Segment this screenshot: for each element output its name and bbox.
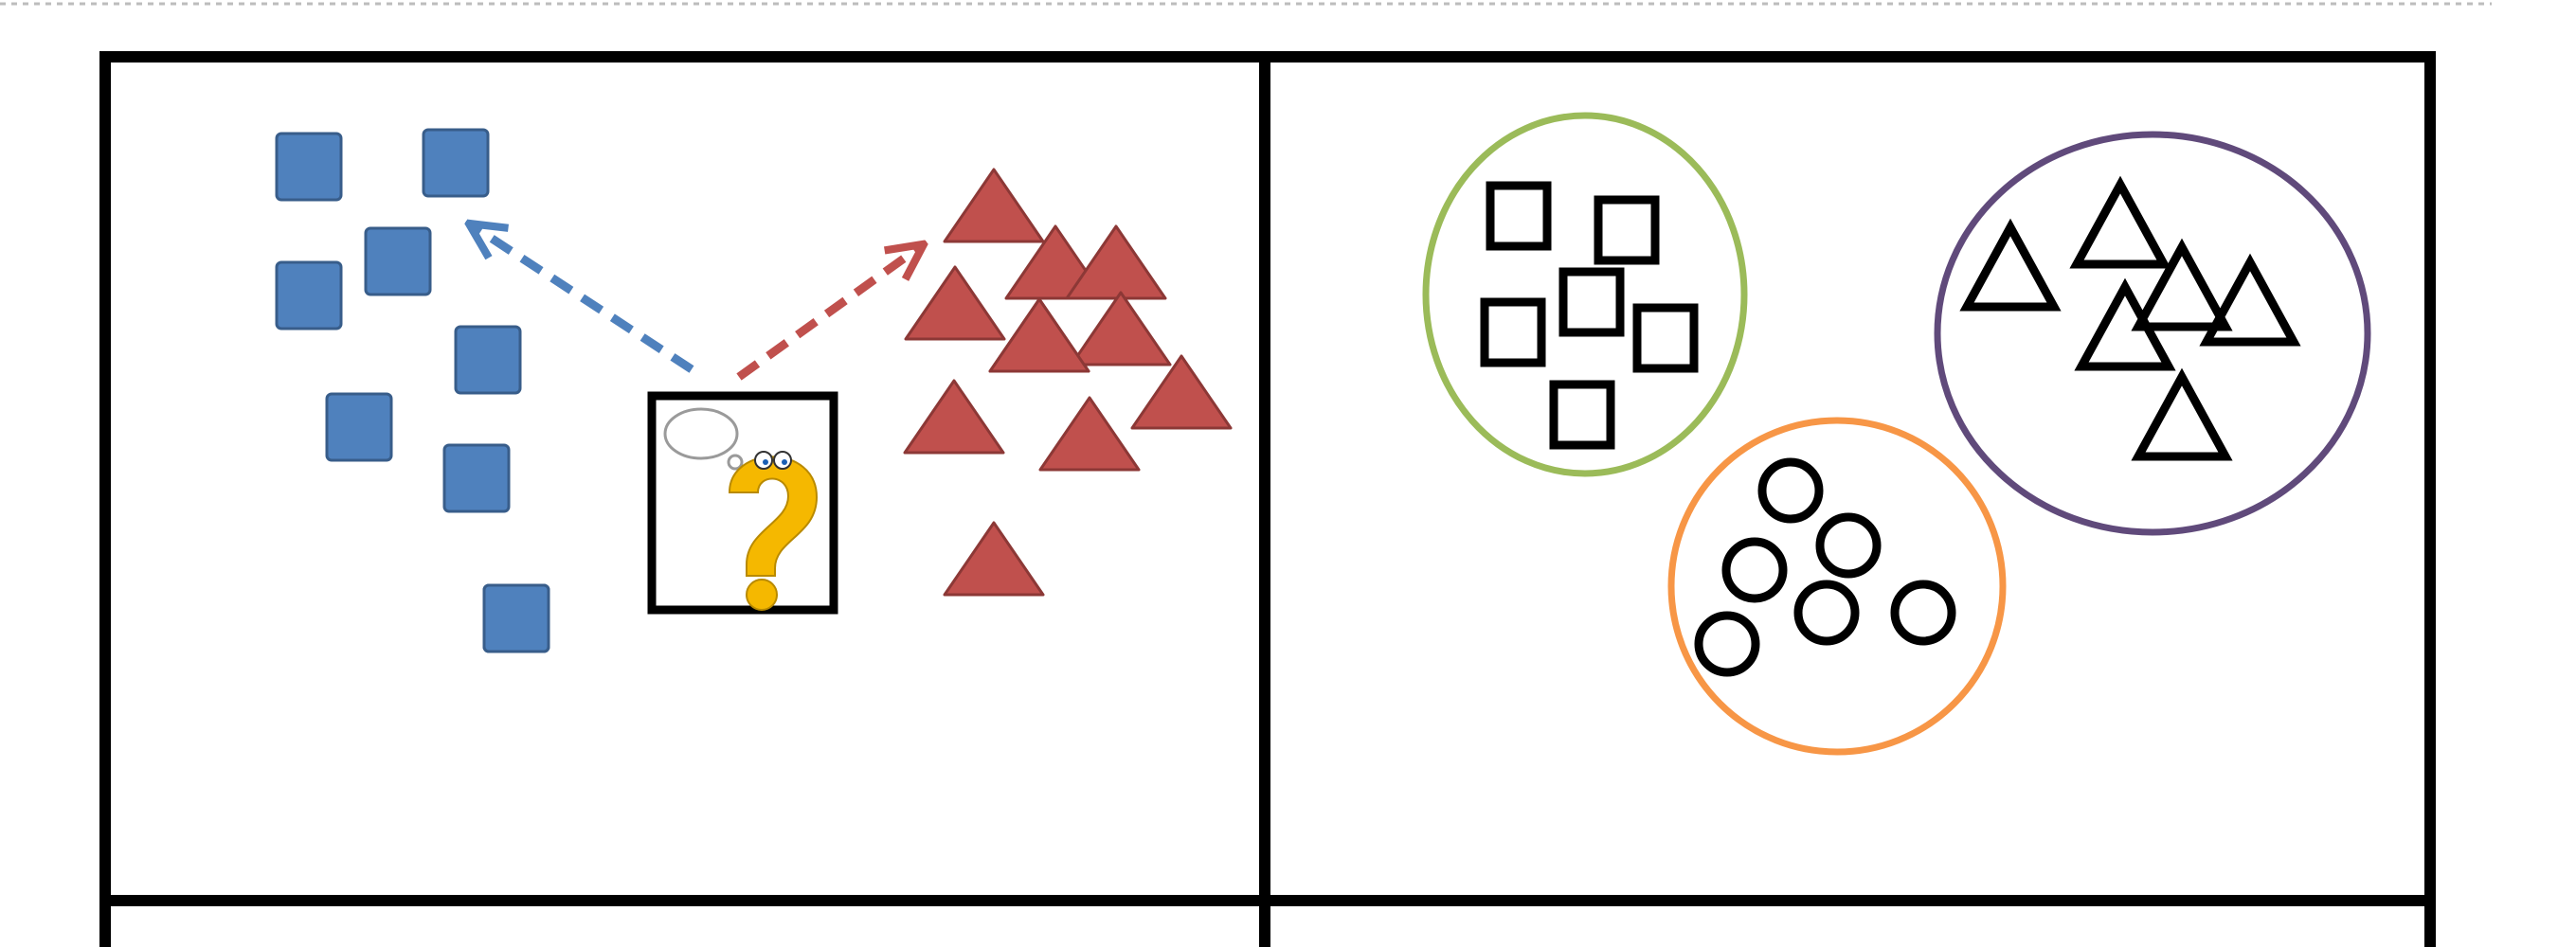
outline-triangle-1 <box>1959 218 2062 312</box>
blue-square-2 <box>422 128 490 198</box>
red-triangle-11 <box>988 297 1090 373</box>
outline-square-4 <box>1558 267 1625 337</box>
red-triangle-8 <box>903 379 1005 455</box>
outline-circle-2 <box>1721 537 1788 603</box>
blue-square-9 <box>482 583 550 653</box>
red-triangle-9 <box>1038 396 1141 472</box>
left-panel-classification <box>275 128 1233 653</box>
outline-circles-group <box>1694 457 1956 677</box>
outline-triangle-4 <box>2199 253 2301 347</box>
outline-triangle-6 <box>2131 367 2233 461</box>
outline-triangle-5 <box>2074 277 2176 371</box>
blue-square-4 <box>275 260 343 331</box>
outline-triangle-3 <box>2131 238 2233 331</box>
cluster-ring-triangles <box>1934 131 2371 536</box>
outline-circle-4 <box>1793 580 1860 646</box>
unknown-item-box <box>647 391 838 615</box>
blue-square-3 <box>364 226 432 296</box>
outline-circle-3 <box>1815 512 1882 579</box>
blue-square-5 <box>454 325 522 395</box>
blue-square-7 <box>442 443 511 513</box>
cluster-ring-circles <box>1667 417 2007 756</box>
outline-squares-group <box>1480 181 1699 450</box>
red-triangle-10 <box>943 521 1045 597</box>
outline-circle-6 <box>1694 611 1760 677</box>
outline-triangles-group <box>1959 175 2301 461</box>
outline-square-1 <box>1486 181 1552 251</box>
outline-square-5 <box>1632 303 1699 373</box>
cluster-ring-squares <box>1422 112 1748 477</box>
blue-squares-group <box>275 128 550 653</box>
panel-grid <box>99 51 2436 947</box>
question-mark-character-icon <box>728 451 819 611</box>
outline-square-7 <box>1486 181 1552 251</box>
blue-square-6 <box>325 392 393 462</box>
red-triangle-4 <box>904 265 1006 341</box>
right-panel-clustering <box>1422 112 2371 756</box>
blue-square-1 <box>275 132 343 202</box>
red-triangle-6 <box>1070 291 1172 366</box>
outline-triangle-2 <box>2069 175 2171 269</box>
arrow-to-triangles <box>736 246 921 381</box>
arrow-to-squares <box>472 225 694 373</box>
outline-square-2 <box>1594 195 1660 265</box>
red-triangle-1 <box>943 168 1045 243</box>
red-triangle-7 <box>1130 354 1233 430</box>
outline-circle-1 <box>1757 457 1824 524</box>
outline-square-6 <box>1549 380 1615 450</box>
outline-circle-5 <box>1890 580 1956 646</box>
red-triangles-group <box>903 168 1233 597</box>
outline-square-3 <box>1480 297 1546 367</box>
